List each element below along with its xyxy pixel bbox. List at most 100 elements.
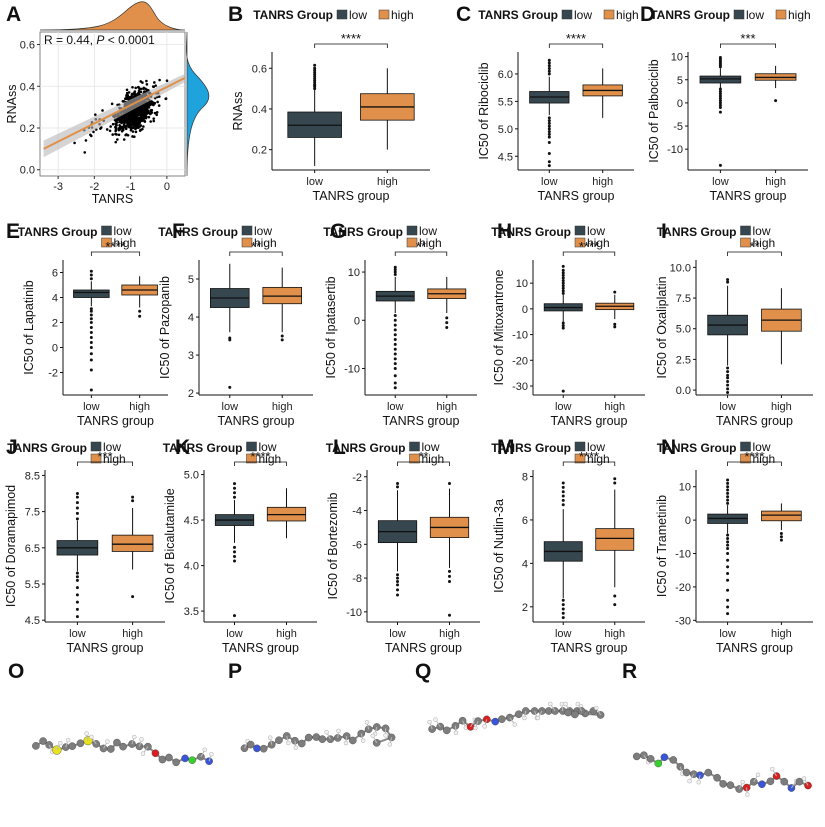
scatter-point bbox=[141, 81, 144, 84]
scatter-point bbox=[119, 125, 122, 128]
outlier-point bbox=[447, 574, 451, 578]
legend-swatch-low bbox=[101, 225, 112, 236]
box-iqr bbox=[111, 534, 154, 552]
x-tick-label: low bbox=[222, 401, 239, 413]
y-tick-label: 0 bbox=[677, 98, 683, 110]
box-low bbox=[529, 58, 570, 168]
scatter-point bbox=[114, 128, 118, 132]
x-axis-title: TANRS group bbox=[551, 641, 628, 655]
y-tick-label: 10.0 bbox=[670, 262, 691, 274]
box-iqr bbox=[699, 75, 742, 84]
hydrogen-atom bbox=[324, 730, 329, 735]
box-low bbox=[543, 264, 583, 393]
outlier-point bbox=[75, 517, 79, 521]
significance-bracket bbox=[548, 43, 604, 48]
y-tick-label: 8 bbox=[522, 472, 528, 484]
outlier-point bbox=[726, 376, 730, 380]
x-tick-label: high bbox=[604, 628, 625, 640]
scatter-point bbox=[148, 103, 152, 107]
y-tick-label: 0.0 bbox=[20, 165, 35, 177]
nitrogen-atom bbox=[253, 744, 261, 753]
outlier-point bbox=[561, 616, 565, 620]
outlier-point bbox=[726, 373, 730, 377]
y-tick-label: 3 bbox=[188, 350, 194, 362]
carbon-atom bbox=[197, 752, 205, 761]
outlier-point bbox=[726, 481, 730, 485]
x-tick-label: low bbox=[555, 628, 572, 640]
panel-label-J: J bbox=[6, 436, 18, 459]
legend-swatch-high bbox=[378, 9, 390, 20]
y-axis-title: IC50 of Ribociclib bbox=[477, 62, 491, 159]
outlier-point bbox=[89, 307, 93, 311]
outlier-point bbox=[547, 61, 551, 65]
box-high bbox=[595, 477, 635, 607]
legend-title: TANRS Group bbox=[657, 441, 737, 455]
legend-label-high: high bbox=[587, 452, 610, 466]
outlier-point bbox=[393, 386, 397, 390]
y-tick-label: 5.5 bbox=[498, 96, 513, 108]
panel-label-A: A bbox=[6, 3, 21, 26]
scatter-point bbox=[135, 108, 138, 112]
nitrogen-atom bbox=[491, 717, 500, 726]
molecule-Q: Q bbox=[415, 660, 605, 736]
significance-label: **** bbox=[250, 449, 270, 464]
outlier-point bbox=[75, 492, 79, 496]
legend-swatch-low bbox=[241, 225, 253, 236]
outlier-point bbox=[726, 280, 730, 284]
y-axis-title: RNAss bbox=[231, 92, 245, 131]
scatter-point bbox=[156, 100, 159, 104]
significance-bracket bbox=[727, 461, 782, 466]
outlier-point bbox=[89, 346, 93, 349]
outlier-point bbox=[396, 576, 400, 580]
hydrogen-atom bbox=[427, 719, 432, 725]
scatter-point bbox=[136, 123, 140, 127]
box-high bbox=[761, 503, 802, 542]
outlier-point bbox=[393, 362, 397, 366]
scatter-point bbox=[139, 128, 142, 132]
scatter-point bbox=[117, 127, 120, 130]
outlier-point bbox=[561, 494, 565, 498]
scatter-point bbox=[73, 141, 76, 145]
scatter-point bbox=[153, 111, 157, 115]
legend-swatch-high bbox=[101, 237, 112, 248]
significance-bracket bbox=[77, 461, 133, 466]
significance-bracket bbox=[90, 251, 141, 256]
outlier-point bbox=[561, 321, 565, 325]
panel-label-C: C bbox=[456, 3, 471, 26]
scatter-point bbox=[120, 121, 123, 125]
hydrogen-atom bbox=[105, 739, 110, 744]
fit-line bbox=[43, 77, 186, 150]
scatter-point bbox=[155, 111, 159, 114]
outlier-point bbox=[89, 388, 93, 392]
outlier-point bbox=[233, 545, 237, 549]
outlier-point bbox=[726, 383, 730, 387]
legend-swatch-high bbox=[574, 453, 586, 464]
legend-label-high: high bbox=[259, 452, 282, 466]
scatter-point bbox=[134, 125, 138, 129]
y-tick-label: 6 bbox=[52, 268, 58, 280]
scatter-point bbox=[158, 78, 161, 82]
outlier-point bbox=[547, 132, 551, 136]
outlier-point bbox=[779, 535, 783, 539]
scatter-point bbox=[131, 109, 135, 113]
outlier-point bbox=[726, 478, 730, 482]
outlier-point bbox=[726, 578, 730, 582]
hydrogen-atom bbox=[473, 725, 478, 731]
outlier-point bbox=[726, 598, 730, 602]
y-tick-label: -10 bbox=[675, 549, 691, 561]
scatter-point bbox=[83, 151, 87, 154]
y-axis-title: IC50 of Mitoxantrone bbox=[492, 269, 506, 385]
outlier-point bbox=[561, 503, 565, 507]
outlier-point bbox=[75, 495, 79, 499]
hydrogen-atom bbox=[132, 734, 137, 740]
scatter-point bbox=[157, 104, 161, 107]
legend-label-low: low bbox=[746, 8, 764, 22]
outlier-point bbox=[393, 313, 397, 317]
scatter-point bbox=[124, 133, 127, 137]
outlier-point bbox=[547, 58, 551, 62]
box-high bbox=[761, 288, 802, 365]
